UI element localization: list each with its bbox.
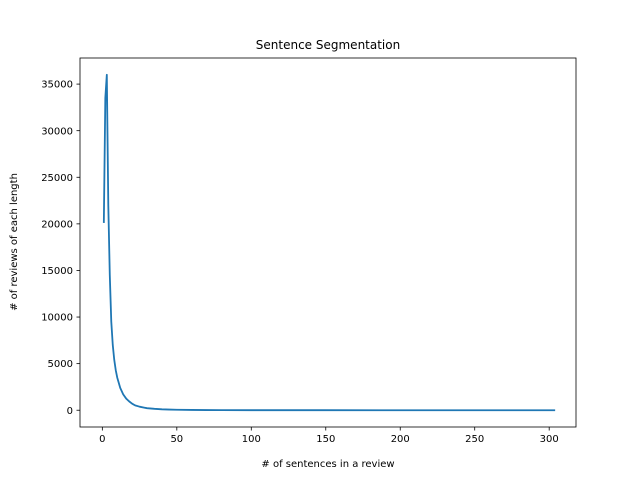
x-tick-label: 100 <box>242 434 261 445</box>
x-tick-label: 200 <box>391 434 410 445</box>
y-tick-label: 0 <box>67 406 73 417</box>
x-tick-label: 150 <box>316 434 335 445</box>
y-tick-label: 5000 <box>48 359 73 370</box>
y-axis-label: # of reviews of each length <box>9 173 20 311</box>
x-tick-label: 50 <box>170 434 183 445</box>
y-tick-label: 30000 <box>41 126 73 137</box>
y-tick-label: 25000 <box>41 173 73 184</box>
x-tick-label: 0 <box>99 434 105 445</box>
series-line-0 <box>102 73 556 412</box>
x-tick-label: 300 <box>540 434 559 445</box>
y-tick-label: 20000 <box>41 219 73 230</box>
chart-title: Sentence Segmentation <box>256 38 400 52</box>
y-tick-label: 10000 <box>41 313 73 324</box>
axes-frame <box>79 57 577 428</box>
x-axis-label: # of sentences in a review <box>261 459 394 470</box>
plot-area <box>102 73 556 412</box>
y-tick-label: 35000 <box>41 80 73 91</box>
axes: 0 50 100 150 200 250 300 0 5000 10000 15000 20000 25… <box>41 57 577 445</box>
y-tick-label: 15000 <box>41 266 73 277</box>
x-tick-label: 250 <box>465 434 484 445</box>
